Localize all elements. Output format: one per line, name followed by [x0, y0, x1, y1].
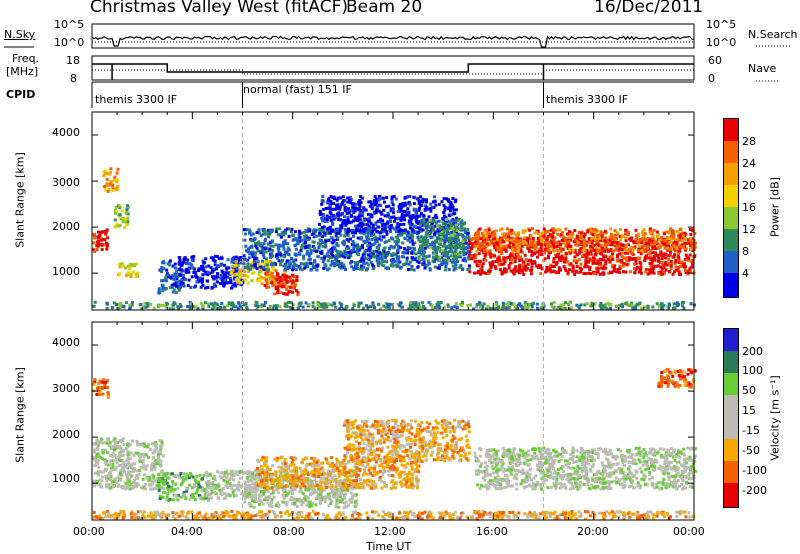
- power-swatch-7: [724, 119, 738, 141]
- velocity-ytick-1000: 1000: [52, 472, 80, 485]
- velocity-region-5: [255, 455, 421, 491]
- velocity-region-0: [92, 437, 166, 491]
- nave-tick-top: 60: [708, 54, 722, 67]
- freq-trace: [92, 63, 694, 73]
- power-cbtick-12: 12: [742, 223, 756, 236]
- cpid-segment-1: themis 3300 IF: [95, 93, 178, 106]
- nsearch-label: N.Search: [748, 28, 798, 41]
- velocity-swatch-0: [724, 329, 738, 351]
- power-region-13: [473, 227, 697, 254]
- power-cbtick-16: 16: [742, 201, 756, 214]
- power-swatch-1: [724, 251, 738, 273]
- xtick-6: 00:00: [673, 525, 705, 538]
- velocity-swatch-7: [724, 483, 738, 507]
- power-swatch-0: [724, 273, 738, 297]
- power-region-11: [418, 218, 466, 263]
- xtick-2: 08:00: [273, 525, 305, 538]
- velocity-cbtick-m50: -50: [742, 444, 760, 457]
- velocity-ytick-4000: 4000: [52, 336, 80, 349]
- velocity-swatch-1: [724, 351, 738, 373]
- power-region-1: [102, 167, 120, 193]
- velocity-region-1: [92, 378, 110, 399]
- nave-tick-bottom: 0: [708, 72, 715, 85]
- cpid-label: CPID: [6, 88, 36, 101]
- nsearch-tick-top: 10^5: [706, 18, 737, 31]
- velocity-region-2: [157, 471, 210, 503]
- velocity-ytick-2000: 2000: [52, 428, 80, 441]
- beam-label: Beam 20: [346, 0, 423, 17]
- power-colorbar: [723, 118, 739, 298]
- velocity-ytick-3000: 3000: [52, 382, 80, 395]
- cpid-segment-2: normal (fast) 151 IF: [243, 83, 352, 96]
- nsky-label: N.Sky: [4, 28, 36, 41]
- velocity-cbtick-200: 200: [742, 345, 763, 358]
- freq-unit-label: [MHz]: [6, 65, 39, 78]
- power-swatch-5: [724, 163, 738, 185]
- power-region-8: [273, 273, 300, 297]
- power-cbtick-24: 24: [742, 157, 756, 170]
- power-region-0: [92, 228, 110, 254]
- velocity-region-8: [92, 509, 696, 521]
- nave-label: Nave: [748, 62, 777, 75]
- xtick-0: 00:00: [73, 525, 105, 538]
- velocity-colorbar: [723, 328, 739, 508]
- power-ytick-3000: 3000: [52, 176, 80, 189]
- velocity-region-9: [657, 368, 697, 389]
- xtick-1: 04:00: [171, 525, 203, 538]
- velocity-cbtick-50: 50: [742, 384, 756, 397]
- power-swatch-3: [724, 207, 738, 229]
- velocity-swatch-5: [724, 439, 738, 461]
- power-cbtick-28: 28: [742, 135, 756, 148]
- cpid-segment-3: themis 3300 IF: [546, 93, 629, 106]
- power-region-14: [92, 300, 696, 311]
- power-ytick-1000: 1000: [52, 265, 80, 278]
- velocity-cbtick-m100: -100: [742, 464, 767, 477]
- freq-frame: [91, 55, 695, 81]
- velocity-swatch-4: [724, 417, 738, 439]
- velocity-colorbar-label: Velocity [m s⁻¹]: [768, 375, 782, 461]
- power-region-5: [177, 254, 246, 290]
- nsky-tick-bottom: 10^0: [54, 36, 85, 49]
- nsky-tick-top: 10^5: [54, 18, 85, 31]
- velocity-cbtick-15: 15: [742, 404, 756, 417]
- power-ytick-2000: 2000: [52, 220, 80, 233]
- velocity-ylabel: Slant Range [km]: [13, 367, 27, 463]
- velocity-region-7: [473, 446, 697, 491]
- velocity-swatch-2: [724, 373, 738, 395]
- chart-title: Christmas Valley West (fitACF): [90, 0, 349, 17]
- power-ytick-4000: 4000: [52, 126, 80, 139]
- xtick-3: 12:00: [374, 525, 406, 538]
- nsky-frame: [91, 23, 695, 49]
- velocity-cbtick-m200: -200: [742, 484, 767, 497]
- velocity-swatch-3: [724, 395, 738, 417]
- power-region-3: [117, 262, 140, 278]
- power-cbtick-8: 8: [742, 245, 749, 258]
- power-colorbar-label: Power [dB]: [768, 177, 782, 237]
- power-cbtick-4: 4: [742, 267, 749, 280]
- freq-tick-top: 18: [66, 54, 80, 67]
- date-label: 16/Dec/2011: [594, 0, 704, 17]
- power-swatch-4: [724, 185, 738, 207]
- velocity-swatch-6: [724, 461, 738, 483]
- nsearch-tick-bottom: 10^0: [706, 36, 737, 49]
- power-cbtick-20: 20: [742, 179, 756, 192]
- power-ylabel: Slant Range [km]: [13, 152, 27, 248]
- xtick-4: 16:00: [476, 525, 508, 538]
- nsky-trace: [91, 35, 694, 48]
- velocity-cbtick-m15: -15: [742, 424, 760, 437]
- xlabel: Time UT: [366, 540, 412, 553]
- velocity-region-6: [342, 418, 471, 464]
- power-swatch-2: [724, 229, 738, 251]
- velocity-cbtick-100: 100: [742, 364, 763, 377]
- freq-label: Freq.: [12, 52, 40, 65]
- freq-tick-bottom: 8: [70, 72, 77, 85]
- xtick-5: 20:00: [577, 525, 609, 538]
- power-region-2: [113, 204, 130, 230]
- power-swatch-6: [724, 141, 738, 163]
